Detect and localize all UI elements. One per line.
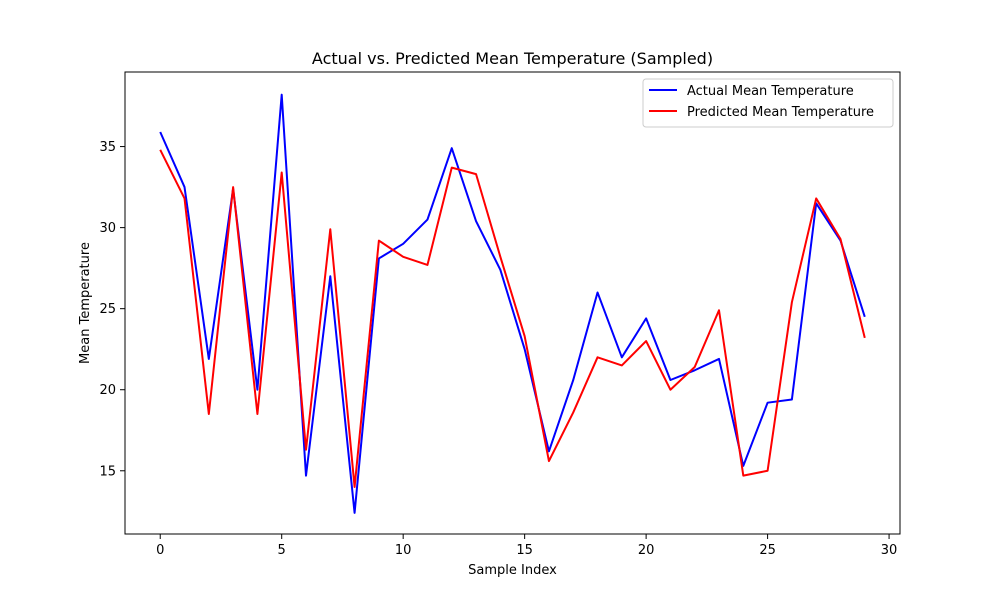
x-tick-label: 0 (156, 543, 164, 558)
x-tick-label: 30 (881, 543, 898, 558)
y-axis-label: Mean Temperature (78, 242, 93, 364)
x-tick-label: 15 (516, 543, 533, 558)
chart-title: Actual vs. Predicted Mean Temperature (S… (312, 49, 713, 68)
series-layer (159, 93, 866, 514)
y-tick-label: 30 (99, 221, 116, 236)
x-tick-label: 10 (395, 543, 412, 558)
y-axis-ticks: 15 20 25 30 35 (99, 140, 125, 479)
x-tick-label: 5 (278, 543, 286, 558)
x-axis-label: Sample Index (468, 563, 557, 578)
y-tick-label: 20 (99, 383, 116, 398)
x-tick-label: 20 (638, 543, 655, 558)
x-axis-ticks: 0 5 10 15 20 25 30 (156, 534, 897, 558)
legend: Actual Mean Temperature Predicted Mean T… (642, 78, 894, 128)
y-tick-label: 35 (99, 140, 116, 155)
series-line-actual (159, 93, 866, 514)
legend-actual-label: Actual Mean Temperature (687, 84, 854, 99)
x-tick-label: 25 (759, 543, 776, 558)
legend-predicted-label: Predicted Mean Temperature (687, 105, 874, 120)
y-tick-label: 15 (99, 464, 116, 479)
plot-frame (124, 71, 901, 535)
series-line-predicted (159, 149, 866, 488)
legend-box (642, 78, 894, 128)
y-tick-label: 25 (99, 302, 116, 317)
